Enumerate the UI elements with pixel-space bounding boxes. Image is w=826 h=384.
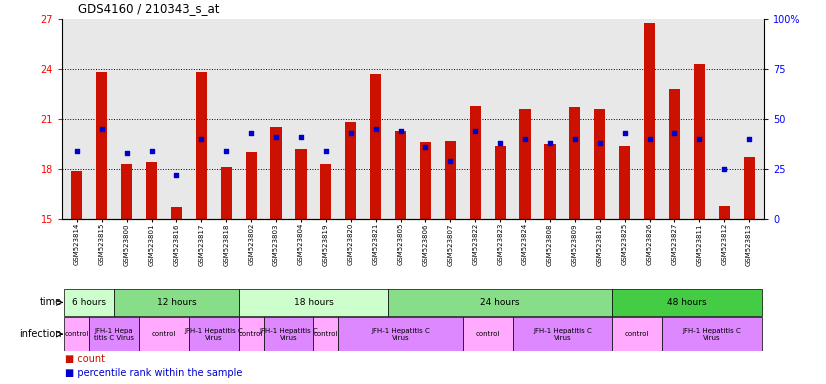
Point xyxy=(618,130,631,136)
Bar xyxy=(245,152,257,219)
Point xyxy=(667,130,681,136)
Bar xyxy=(388,289,612,316)
Text: JFH-1 Hepatitis C
Virus: JFH-1 Hepatitis C Virus xyxy=(371,328,430,341)
Bar xyxy=(114,289,239,316)
Bar xyxy=(270,127,282,219)
Point xyxy=(519,136,532,142)
Point xyxy=(419,144,432,150)
Point xyxy=(195,136,208,142)
Text: 18 hours: 18 hours xyxy=(293,298,333,307)
Bar xyxy=(171,207,182,219)
Bar xyxy=(719,205,730,219)
Text: time: time xyxy=(40,297,61,308)
Point xyxy=(743,136,756,142)
Point xyxy=(493,140,506,146)
Point xyxy=(593,140,606,146)
Point xyxy=(294,134,307,140)
Bar xyxy=(64,318,89,351)
Bar xyxy=(71,170,83,219)
Bar xyxy=(313,318,339,351)
Text: control: control xyxy=(239,331,263,337)
Bar xyxy=(146,162,157,219)
Point xyxy=(544,140,557,146)
Point xyxy=(468,128,482,134)
Point xyxy=(95,126,108,132)
Bar xyxy=(320,164,331,219)
Bar xyxy=(339,318,463,351)
Bar xyxy=(121,164,132,219)
Text: JFH-1 Hepa
titis C Virus: JFH-1 Hepa titis C Virus xyxy=(94,328,135,341)
Bar xyxy=(444,141,456,219)
Text: 6 hours: 6 hours xyxy=(73,298,107,307)
Bar xyxy=(263,318,313,351)
Point xyxy=(220,148,233,154)
Text: JFH-1 Hepatitis C
Virus: JFH-1 Hepatitis C Virus xyxy=(682,328,741,341)
Point xyxy=(394,128,407,134)
Text: 48 hours: 48 hours xyxy=(667,298,707,307)
Text: control: control xyxy=(314,331,338,337)
Text: control: control xyxy=(625,331,649,337)
Bar xyxy=(221,167,232,219)
Bar xyxy=(420,142,431,219)
Bar xyxy=(64,289,114,316)
Point xyxy=(718,166,731,172)
Bar xyxy=(189,318,239,351)
Text: control: control xyxy=(476,331,500,337)
Bar xyxy=(520,109,530,219)
Text: JFH-1 Hepatitis C
Virus: JFH-1 Hepatitis C Virus xyxy=(259,328,318,341)
Bar xyxy=(370,74,382,219)
Point xyxy=(568,136,582,142)
Point xyxy=(269,134,282,140)
Bar xyxy=(239,318,263,351)
Point xyxy=(444,158,457,164)
Bar xyxy=(470,106,481,219)
Bar xyxy=(594,109,605,219)
Point xyxy=(244,130,258,136)
Bar xyxy=(694,64,705,219)
Bar xyxy=(296,149,306,219)
Bar xyxy=(89,318,139,351)
Bar xyxy=(612,318,662,351)
Point xyxy=(120,150,133,156)
Text: GDS4160 / 210343_s_at: GDS4160 / 210343_s_at xyxy=(78,2,220,15)
Point xyxy=(320,148,333,154)
Text: control: control xyxy=(64,331,89,337)
Text: JFH-1 Hepatitis C
Virus: JFH-1 Hepatitis C Virus xyxy=(533,328,591,341)
Bar xyxy=(743,157,755,219)
Point xyxy=(643,136,656,142)
Bar xyxy=(612,289,762,316)
Text: 12 hours: 12 hours xyxy=(157,298,197,307)
Point xyxy=(70,148,83,154)
Text: control: control xyxy=(152,331,176,337)
Bar xyxy=(345,122,356,219)
Text: infection: infection xyxy=(19,329,61,339)
Bar xyxy=(96,73,107,219)
Bar xyxy=(463,318,513,351)
Text: ■ count: ■ count xyxy=(65,354,106,364)
Bar xyxy=(669,89,680,219)
Bar xyxy=(196,73,207,219)
Bar xyxy=(569,108,581,219)
Bar xyxy=(662,318,762,351)
Bar xyxy=(239,289,388,316)
Point xyxy=(344,130,358,136)
Point xyxy=(145,148,159,154)
Bar xyxy=(395,131,406,219)
Point xyxy=(170,172,183,178)
Bar xyxy=(139,318,189,351)
Bar xyxy=(644,23,655,219)
Bar xyxy=(495,146,506,219)
Point xyxy=(369,126,382,132)
Text: 24 hours: 24 hours xyxy=(481,298,520,307)
Bar xyxy=(513,318,612,351)
Bar xyxy=(619,146,630,219)
Text: JFH-1 Hepatitis C
Virus: JFH-1 Hepatitis C Virus xyxy=(184,328,243,341)
Bar xyxy=(544,144,556,219)
Text: ■ percentile rank within the sample: ■ percentile rank within the sample xyxy=(65,368,243,378)
Point xyxy=(693,136,706,142)
